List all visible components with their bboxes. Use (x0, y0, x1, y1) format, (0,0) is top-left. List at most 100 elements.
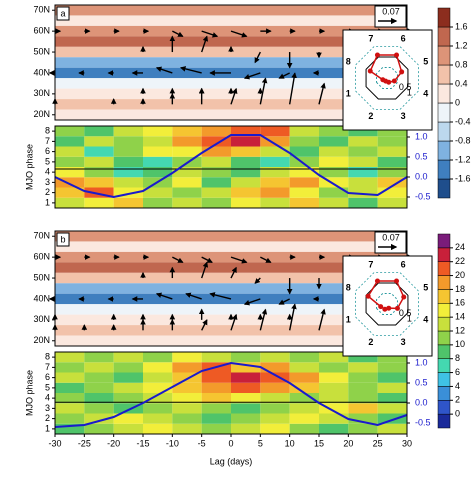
inset-point (374, 278, 380, 284)
colorbar-tick-label: 12 (455, 325, 465, 335)
heatmap-cell (289, 177, 319, 188)
heatmap-cell (55, 423, 85, 434)
shading-band (55, 109, 407, 120)
wind-vector (259, 77, 268, 105)
heatmap-cell (319, 197, 349, 208)
wind-vector (172, 30, 184, 37)
inset-point (401, 294, 407, 300)
heatmap-cell (143, 352, 173, 363)
heatmap-cell (260, 167, 290, 178)
heatmap-cell (260, 197, 290, 208)
heatmap-cell (113, 393, 143, 404)
heatmap-cell (84, 146, 114, 157)
wind-vector (243, 298, 261, 306)
x-tick-label: 10 (285, 438, 295, 448)
colorbar-tick-label: 1.2 (455, 40, 468, 50)
heatmap-cell (172, 197, 202, 208)
heatmap-cell (319, 382, 349, 393)
colorbar-box (437, 261, 451, 276)
heatmap-cell (377, 136, 407, 147)
heatmap-cell (201, 372, 231, 383)
heatmap-cell (348, 146, 378, 157)
x-tick-label: 0 (228, 438, 233, 448)
phase-tick-label: 3 (45, 403, 50, 413)
inset-phase-label: 8 (346, 56, 351, 66)
wind-vector (230, 256, 248, 264)
lat-tick-label: 70N (33, 5, 50, 15)
heatmap-cell (113, 362, 143, 373)
heatmap-cell (201, 423, 231, 434)
inset-phase-label: 8 (346, 282, 351, 292)
heatmap-cell (113, 187, 143, 198)
colorbar-tick-label: 2 (455, 395, 460, 405)
colorbar-box (437, 358, 451, 373)
heatmap-cell (348, 197, 378, 208)
heatmap-cell (143, 197, 173, 208)
heatmap-cell (319, 187, 349, 198)
heatmap-cell (319, 393, 349, 404)
colorbar-box (437, 400, 451, 415)
inset-point (378, 304, 384, 310)
colorbar-box (437, 26, 451, 47)
heatmap-cell (377, 187, 407, 198)
shading-band (55, 304, 407, 315)
lat-tick-label: 50N (33, 272, 50, 282)
panel-label-box (56, 6, 70, 21)
inset-ring (376, 67, 398, 89)
wind-vector (278, 298, 290, 305)
heatmap-cell (348, 187, 378, 198)
heatmap-cell (84, 136, 114, 147)
shading-band (55, 272, 407, 284)
heatmap-cell (319, 126, 349, 137)
inset-point (394, 278, 400, 284)
inset-ring-label: 1 (407, 88, 412, 98)
inset-phase-label: 5 (423, 56, 428, 66)
heatmap-cell (231, 197, 261, 208)
phase-tick-label: 7 (45, 362, 50, 372)
heatmap-cell (260, 136, 290, 147)
lat-tick-label: 60N (33, 252, 50, 262)
colorbar-tick-label: 10 (455, 339, 465, 349)
phase-tick-label: 5 (45, 382, 50, 392)
colorbar-box (437, 330, 451, 346)
inset-phase-label: 4 (423, 314, 428, 324)
heatmap-cell (289, 403, 319, 414)
wind-vector (288, 72, 297, 105)
colorbar-tick-label: 0.8 (455, 59, 468, 69)
heatmap-cell (377, 146, 407, 157)
heatmap-cell (348, 423, 378, 434)
heatmap-cell (319, 403, 349, 414)
heatmap-cell (348, 403, 378, 414)
heatmap-cell (319, 413, 349, 424)
inset-point (399, 69, 405, 75)
heatmap-cell (113, 146, 143, 157)
heatmap-cell (55, 156, 85, 167)
wind-vector (254, 277, 261, 284)
y2-tick-label: -0.5 (415, 191, 431, 201)
inset-point (382, 306, 388, 312)
y2-tick-label: 1.0 (415, 357, 428, 367)
colorbar-tick-label: -1.6 (455, 173, 471, 183)
heatmap-cell (319, 136, 349, 147)
heatmap-cell (172, 393, 202, 404)
inset-phase-label: 6 (401, 34, 406, 44)
heatmap-cell (84, 403, 114, 414)
heatmap-cell (289, 423, 319, 434)
colorbar-box (437, 102, 451, 123)
inset-ring (376, 293, 398, 315)
heatmap-cell (143, 423, 173, 434)
heatmap-cell (289, 393, 319, 404)
inset-phase-label: 1 (346, 88, 351, 98)
heatmap-cell (113, 177, 143, 188)
colorbar-box (437, 45, 451, 66)
wind-vector (201, 319, 208, 331)
shading-band (55, 5, 407, 16)
heatmap-cell (113, 423, 143, 434)
phase-tick-label: 6 (45, 146, 50, 156)
heatmap-cell (55, 197, 85, 208)
y-axis-label: MJO phase (24, 370, 34, 416)
wind-vector (209, 292, 232, 300)
heatmap-cell (84, 413, 114, 424)
y2-tick-label: 0.5 (415, 151, 428, 161)
colorbar-box (437, 64, 451, 85)
